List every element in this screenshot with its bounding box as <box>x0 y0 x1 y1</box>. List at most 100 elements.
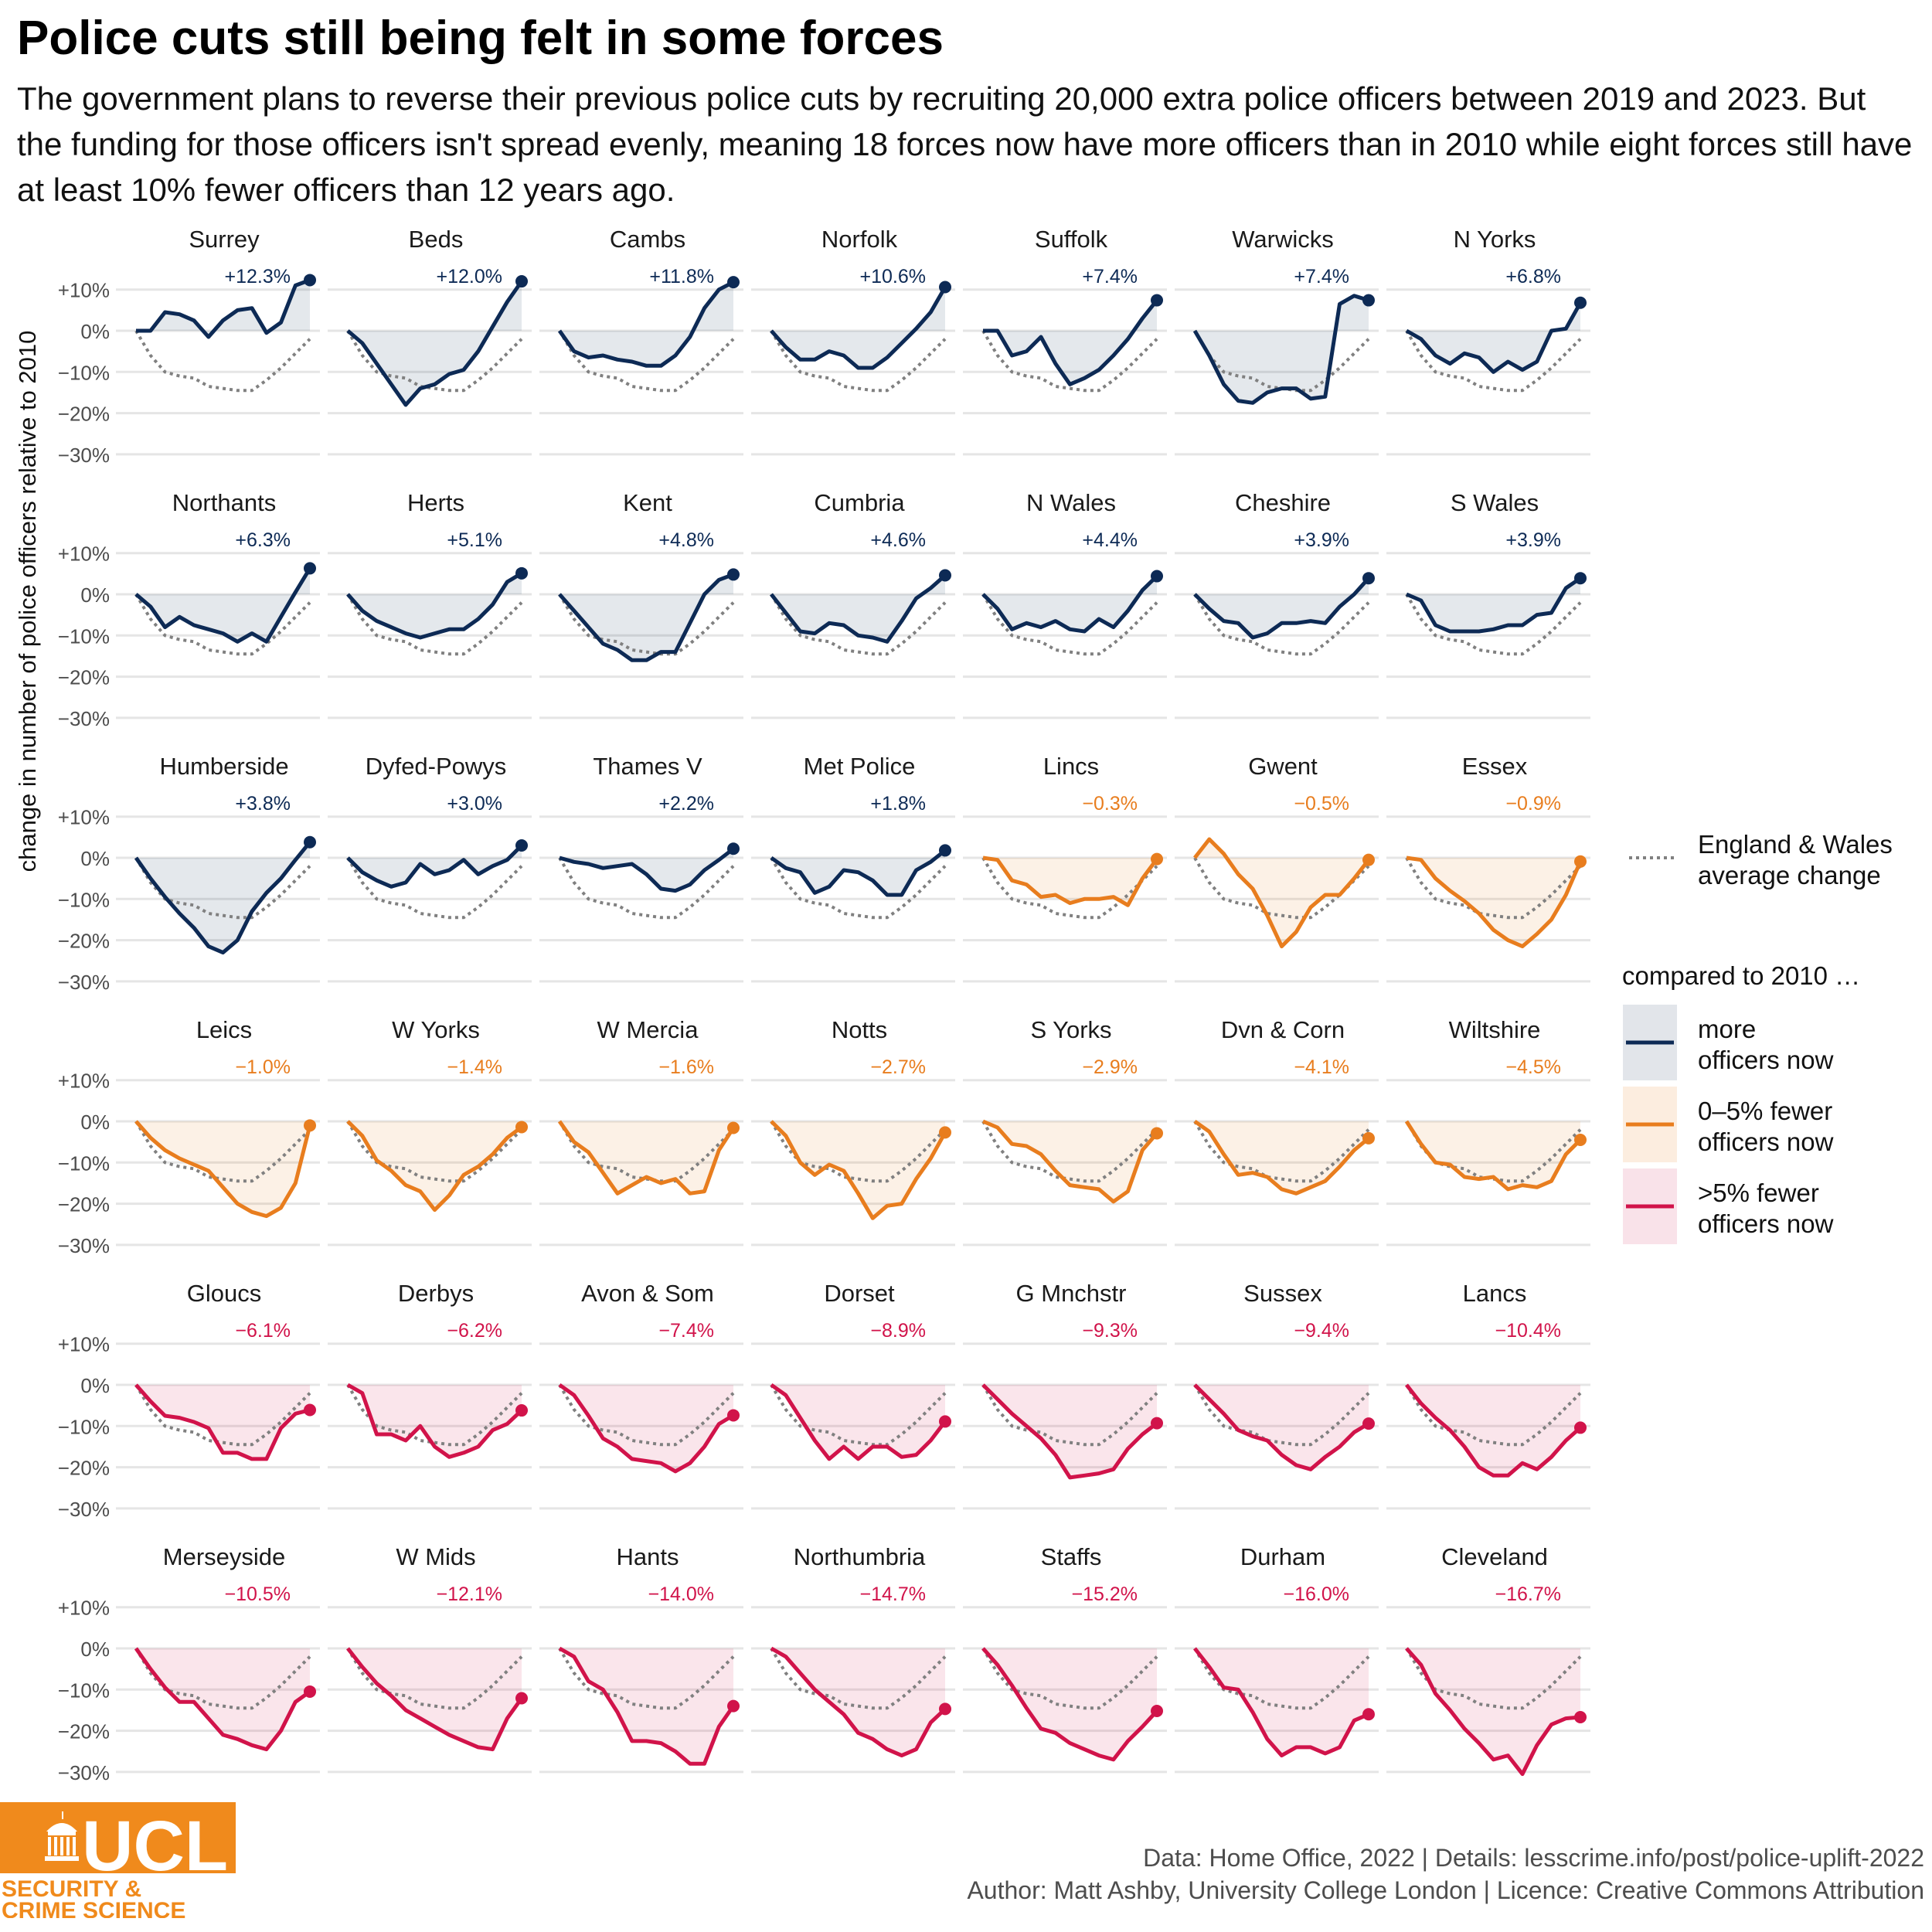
ucl-logo: UCL SECURITY & CRIME SCIENCE <box>0 1802 236 1918</box>
panel-leics: +10% 0% −10% −20% −30% Leics −1.0% <box>58 1016 320 1257</box>
average-line <box>1193 593 1370 656</box>
panel-northumbria: Northumbria −14.7% <box>751 1543 955 1774</box>
series-area <box>771 1385 945 1459</box>
average-line <box>134 1120 311 1183</box>
panel-title: Cambs <box>610 226 685 253</box>
series-area <box>1406 302 1580 372</box>
end-point <box>515 275 528 288</box>
series-line <box>770 1646 947 1758</box>
end-point <box>1362 294 1375 307</box>
value-label: −10.4% <box>1495 1320 1562 1342</box>
panel-lancs: Lancs −10.4% <box>1386 1280 1590 1510</box>
series-line <box>1193 1383 1370 1471</box>
average-line <box>770 593 947 656</box>
series-line <box>558 573 734 662</box>
end-point <box>304 1403 316 1417</box>
series-area <box>560 282 733 366</box>
average-line <box>1193 1383 1370 1447</box>
panel-title: S Yorks <box>1030 1016 1111 1043</box>
panel-northants: +10% 0% −10% −20% −30% Northants +6.3% <box>58 489 320 730</box>
logo-text-line-2: CRIME SCIENCE <box>2 1898 185 1918</box>
value-label: +4.4% <box>1082 529 1138 551</box>
average-line <box>346 329 523 393</box>
panel-derbys: Derbys −6.2% <box>328 1280 532 1510</box>
y-tick-label: +10% <box>58 1070 110 1093</box>
average-line <box>558 1647 735 1710</box>
average-line <box>981 593 1158 656</box>
panel-gwent: Gwent −0.5% <box>1175 753 1379 983</box>
panel-title: Cumbria <box>814 489 905 516</box>
end-point <box>1151 1705 1163 1718</box>
series-area <box>1406 1385 1580 1476</box>
average-line <box>134 1383 311 1447</box>
series-line <box>770 286 947 370</box>
value-label: +1.8% <box>870 793 926 815</box>
end-point <box>1574 1711 1587 1724</box>
panel-w-mercia: W Mercia −1.6% <box>539 1016 743 1247</box>
end-point <box>1574 296 1587 309</box>
series-area <box>136 842 310 953</box>
value-label: −6.1% <box>235 1320 291 1342</box>
end-point <box>939 1415 951 1428</box>
series-line <box>1193 1647 1369 1758</box>
end-point <box>1362 1417 1375 1430</box>
end-point <box>939 1126 951 1139</box>
series-area <box>1195 839 1369 947</box>
average-line <box>558 1383 735 1447</box>
series-area <box>1406 578 1580 631</box>
series-area <box>983 1385 1157 1478</box>
series-line <box>1192 294 1369 405</box>
legend: England & Wales average change compared … <box>1622 830 1893 1244</box>
end-point <box>939 1702 951 1716</box>
series-area <box>348 1385 522 1458</box>
end-point <box>939 569 951 582</box>
y-axis-label: change in number of police officers rela… <box>14 331 41 872</box>
panel-title: Wiltshire <box>1449 1016 1541 1043</box>
panel-title: Norfolk <box>821 226 898 253</box>
y-tick-label: +10% <box>58 279 110 302</box>
panel-title: Hants <box>617 1543 679 1570</box>
value-label: −0.9% <box>1505 793 1561 815</box>
series-area <box>560 849 733 891</box>
value-label: +2.2% <box>658 793 714 815</box>
series-area <box>771 1121 945 1219</box>
value-label: +4.6% <box>870 529 926 551</box>
value-label: −4.1% <box>1294 1056 1349 1078</box>
y-tick-label: −20% <box>58 666 110 689</box>
average-line <box>558 593 735 656</box>
end-point <box>1151 294 1163 307</box>
panel-title: G Mnchstr <box>1016 1280 1127 1307</box>
value-label: −15.2% <box>1072 1583 1138 1605</box>
portico-icon <box>45 1811 79 1861</box>
panel-title: Essex <box>1462 753 1528 780</box>
end-point <box>727 1409 740 1422</box>
series-area <box>136 568 310 642</box>
series-line <box>346 1120 523 1213</box>
series-line <box>346 571 523 640</box>
panel-title: Durham <box>1240 1543 1325 1570</box>
average-line <box>134 329 311 393</box>
value-label: +4.8% <box>658 529 714 551</box>
panel-grid: +10% 0% −10% −20% −30% Surrey +12.3% Beds +12.0%… <box>58 226 1590 1784</box>
series-line <box>1193 577 1370 640</box>
series-line <box>1405 1647 1581 1777</box>
value-label: −2.7% <box>870 1056 926 1078</box>
panel-title: Avon & Som <box>581 1280 714 1307</box>
series-line <box>134 1120 312 1219</box>
y-tick-label: +10% <box>58 543 110 566</box>
y-tick-label: 0% <box>80 1374 110 1397</box>
y-tick-label: −20% <box>58 1457 110 1480</box>
series-line <box>134 1647 311 1752</box>
value-label: +11.8% <box>649 266 714 287</box>
panel-cleveland: Cleveland −16.7% <box>1386 1543 1590 1777</box>
series-line <box>1406 855 1583 949</box>
value-label: +3.9% <box>1505 529 1561 551</box>
panel-avon-som: Avon & Som −7.4% <box>539 1280 743 1510</box>
end-point <box>727 1699 740 1713</box>
series-area <box>983 1121 1157 1202</box>
series-line <box>134 841 311 955</box>
end-point <box>1574 1421 1587 1434</box>
series-line <box>1405 301 1583 374</box>
series-line <box>134 1383 311 1461</box>
end-point <box>1574 855 1587 868</box>
